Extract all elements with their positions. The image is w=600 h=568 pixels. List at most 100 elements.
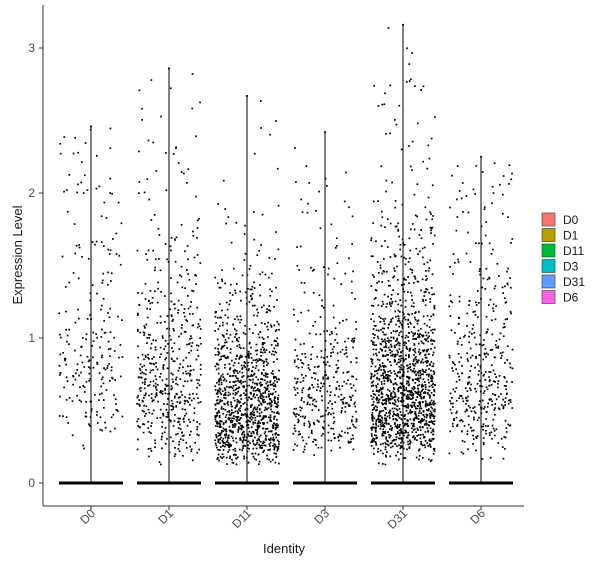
data-point [242,332,245,334]
data-point [295,365,298,368]
data-point [485,418,487,420]
data-point [301,407,303,409]
data-point [183,308,186,310]
data-point [404,422,407,425]
data-point [228,418,230,421]
data-point [256,384,258,386]
data-point [406,436,409,439]
data-point [273,305,275,308]
data-point [174,447,176,449]
data-point [226,444,229,446]
data-point [508,424,511,427]
data-point [260,358,263,361]
data-point [229,419,232,422]
data-point [376,406,378,409]
data-point [233,415,235,417]
data-point [182,366,184,369]
data-point [407,319,410,322]
data-point [160,438,163,441]
data-point [424,331,427,334]
data-point [429,397,431,399]
data-point [410,391,412,394]
data-point [150,393,153,395]
data-point [487,402,489,405]
data-point [433,388,435,391]
data-point [74,321,77,324]
data-point [167,413,169,416]
data-point [152,249,154,252]
data-point [197,344,200,347]
data-point [317,386,320,388]
data-point [508,183,510,185]
data-point [407,326,410,328]
data-point [354,401,356,404]
data-point [230,283,232,286]
data-point [154,442,157,445]
data-point [485,386,488,389]
data-point [235,333,238,335]
data-point [396,414,399,417]
data-point [155,385,157,388]
data-point [244,445,247,447]
data-point [474,314,477,316]
data-point [449,430,452,433]
data-point [267,276,270,279]
data-point [321,385,324,388]
data-point [398,334,400,337]
data-point [106,367,109,369]
data-point [66,380,69,382]
data-point [397,303,399,306]
data-point [218,390,221,392]
data-point [262,362,265,365]
data-point [400,428,402,430]
data-point [83,447,85,450]
data-point [232,364,235,367]
data-point [278,412,280,415]
data-point [381,433,384,435]
data-point [426,403,429,406]
data-point [83,366,86,368]
data-point [378,351,380,354]
data-point [315,443,317,446]
data-point [244,325,246,327]
data-point [276,406,279,409]
data-point [258,250,261,252]
data-point [400,304,402,307]
data-point [475,436,477,438]
data-point [424,440,427,442]
data-point [77,151,79,154]
data-point [171,402,174,405]
data-point [242,375,245,377]
data-point [269,309,272,312]
data-point [176,401,179,403]
data-point [469,261,472,263]
data-point [58,364,61,367]
data-point [318,190,320,193]
data-point [227,441,230,444]
data-point [472,438,475,440]
data-point [417,360,419,362]
data-point [268,305,271,307]
data-point [422,444,424,447]
data-point [387,285,390,287]
data-point [415,361,418,363]
data-point [490,253,493,255]
data-point [300,198,303,201]
data-point [144,415,146,417]
data-point [147,385,149,387]
data-point [422,342,425,345]
data-point [121,356,124,358]
data-point [384,350,387,352]
data-point [196,421,198,423]
data-point [430,392,433,394]
data-point [478,343,481,346]
data-point [406,47,408,50]
data-point [384,407,387,409]
data-point [246,399,249,401]
data-point [345,318,348,321]
data-point [386,378,389,381]
data-point [408,356,410,359]
data-point [224,441,226,444]
data-point [159,269,162,272]
data-point [411,391,413,394]
